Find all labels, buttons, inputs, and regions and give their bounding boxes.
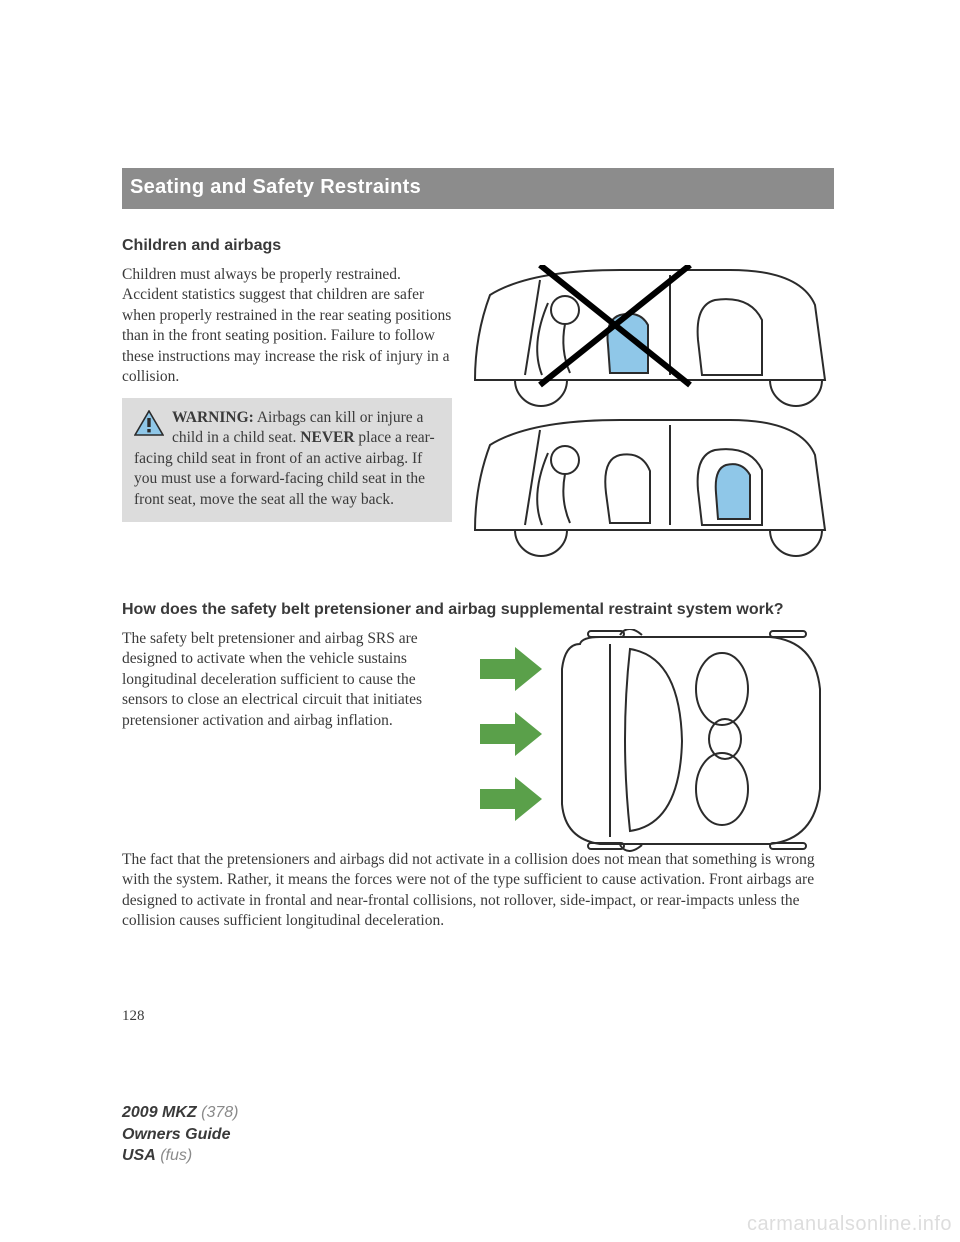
warning-never: NEVER [300,429,354,446]
warning-label: WARNING: [172,409,254,426]
watermark: carmanualsonline.info [747,1213,952,1236]
page-number: 128 [122,1008,145,1025]
section2-para1: The safety belt pretensioner and airbag … [122,629,452,731]
diagram-frontal-impact-icon [470,629,830,854]
section-heading-children: Children and airbags [122,237,834,255]
section1-paragraph: Children must always be properly restrai… [122,265,452,388]
warning-box: WARNING: Airbags can kill or injure a ch… [122,398,452,522]
footer-block: 2009 MKZ (378) Owners Guide USA (fus) [122,1102,239,1167]
footer-guide: Owners Guide [122,1126,230,1143]
diagram-child-front-x-icon [470,265,830,415]
footer-region-code: (fus) [156,1147,192,1164]
footer-model-code: (378) [197,1104,239,1121]
footer-model: 2009 MKZ [122,1104,197,1121]
section2-para2: The fact that the pretensioners and airb… [122,850,834,932]
footer-region: USA [122,1147,156,1164]
warning-triangle-icon [134,410,164,436]
section-heading-srs: How does the safety belt pretensioner an… [122,601,834,619]
chapter-title: Seating and Safety Restraints [122,168,834,209]
diagram-child-rear-icon [470,415,830,565]
